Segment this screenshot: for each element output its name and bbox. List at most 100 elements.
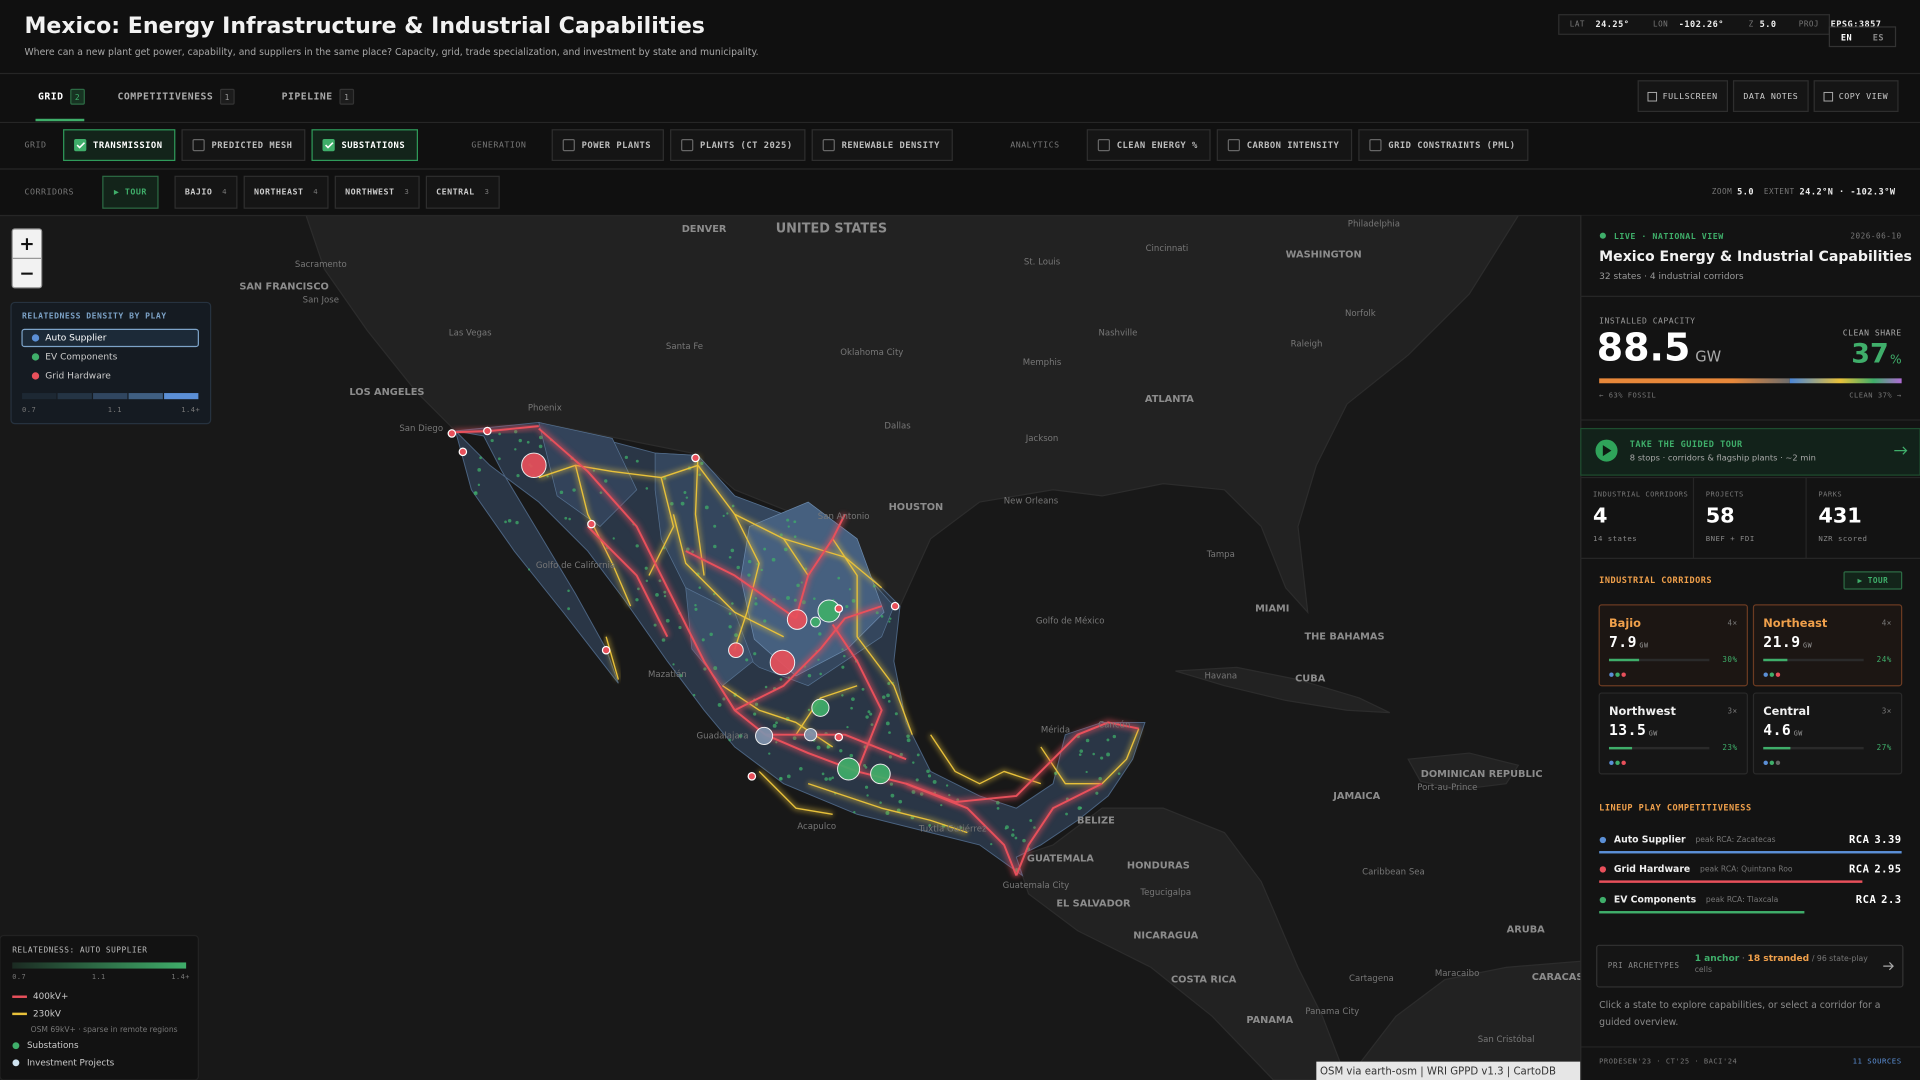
action-button[interactable] bbox=[1732, 80, 1809, 113]
action-button[interactable] bbox=[1637, 80, 1729, 113]
investment-point bbox=[458, 447, 468, 457]
corridor-chip[interactable] bbox=[334, 175, 420, 209]
corridor-card[interactable] bbox=[1752, 692, 1903, 775]
language-option[interactable]: EN bbox=[1841, 33, 1852, 43]
map-label: Havana bbox=[1204, 671, 1237, 681]
substation bbox=[663, 594, 667, 598]
corridor-card[interactable] bbox=[1598, 604, 1748, 687]
substation bbox=[1033, 826, 1036, 829]
project-marker[interactable] bbox=[521, 452, 547, 479]
zoom-in[interactable]: + bbox=[19, 234, 34, 255]
substation bbox=[890, 793, 895, 798]
corridor-capacity: 4.6 bbox=[1763, 722, 1791, 739]
arrow-icon bbox=[1883, 962, 1894, 971]
transmission-line bbox=[794, 513, 846, 619]
transmission-line bbox=[587, 525, 669, 638]
legend-item: Investment Projects bbox=[27, 1058, 115, 1068]
map-label: Phoenix bbox=[528, 403, 562, 413]
tab[interactable]: PIPELINE bbox=[282, 92, 333, 103]
corridor-chip[interactable] bbox=[243, 175, 329, 209]
play-dot bbox=[1621, 760, 1626, 766]
stat-label: INDUSTRIAL CORRIDORS bbox=[1593, 490, 1688, 499]
checkmark bbox=[76, 142, 86, 149]
legend-play[interactable]: EV Components bbox=[45, 352, 117, 362]
tour-button[interactable] bbox=[1843, 571, 1903, 590]
share-track bbox=[1763, 746, 1864, 750]
tour-card[interactable] bbox=[1580, 427, 1920, 476]
zoom-out[interactable]: − bbox=[19, 263, 34, 284]
substation bbox=[763, 619, 767, 623]
project-marker[interactable] bbox=[769, 649, 796, 676]
share-bar bbox=[1763, 658, 1788, 662]
legend-gradient bbox=[12, 962, 187, 969]
substation bbox=[779, 677, 783, 681]
corridor-card[interactable] bbox=[1598, 692, 1748, 775]
coord-label: Z bbox=[1749, 19, 1754, 28]
language-option[interactable]: ES bbox=[1873, 33, 1884, 43]
project-marker[interactable] bbox=[804, 728, 818, 742]
substation bbox=[911, 790, 916, 794]
project-marker[interactable] bbox=[837, 757, 861, 781]
substation bbox=[796, 583, 800, 588]
project-marker[interactable] bbox=[810, 616, 821, 628]
substation bbox=[644, 566, 648, 570]
corridor-capacity: 7.9 bbox=[1609, 634, 1637, 651]
map-label: ARUBA bbox=[1507, 924, 1545, 935]
project-marker[interactable] bbox=[755, 726, 774, 745]
substation bbox=[885, 721, 890, 726]
tour-button[interactable] bbox=[102, 175, 159, 209]
page-title: Mexico: Energy Infrastructure & Industri… bbox=[24, 14, 704, 39]
substation bbox=[670, 502, 674, 506]
layer-toggle[interactable] bbox=[1358, 129, 1529, 162]
legend-play[interactable]: Grid Hardware bbox=[45, 371, 111, 381]
corridor-card[interactable] bbox=[1752, 604, 1903, 687]
layer-toggle[interactable] bbox=[181, 129, 306, 162]
map-label: Jackson bbox=[1025, 434, 1059, 444]
tab-badge bbox=[339, 88, 355, 105]
archetype-box[interactable] bbox=[1596, 944, 1904, 988]
checkbox bbox=[1369, 138, 1382, 152]
layer-toggle[interactable] bbox=[1086, 129, 1211, 162]
layer-toggle[interactable] bbox=[811, 129, 953, 162]
project-marker[interactable] bbox=[786, 609, 808, 630]
map-label: San Diego bbox=[399, 424, 443, 434]
substation bbox=[932, 779, 937, 784]
corridor-chip[interactable] bbox=[425, 175, 500, 209]
share-track bbox=[1608, 658, 1710, 662]
substation bbox=[867, 710, 871, 714]
substation bbox=[818, 632, 822, 636]
map-label: Dallas bbox=[884, 422, 911, 432]
footer-sources: PRODESEN'23 · CT'25 · BACI'24 bbox=[1599, 1057, 1737, 1066]
tab[interactable]: COMPETITIVENESS bbox=[118, 92, 214, 103]
substation bbox=[821, 772, 825, 776]
project-marker[interactable] bbox=[728, 642, 744, 659]
archetype-label: PRI ARCHETYPES bbox=[1608, 961, 1680, 970]
substation bbox=[728, 625, 732, 629]
legend-tick: 1.1 bbox=[92, 973, 106, 981]
project-marker[interactable] bbox=[870, 763, 891, 785]
action-button[interactable] bbox=[1813, 80, 1899, 113]
map-label: Maracaibo bbox=[1435, 969, 1479, 979]
map-label: Sacramento bbox=[295, 260, 347, 270]
share-label: 23% bbox=[1722, 743, 1737, 752]
map-label: Tuxtla Gutiérrez bbox=[918, 823, 987, 834]
corridor-capacity: 13.5 bbox=[1609, 722, 1646, 739]
play-swatch bbox=[1599, 836, 1607, 844]
substation bbox=[564, 516, 568, 520]
footer-link[interactable]: 11 SOURCES bbox=[1853, 1057, 1902, 1066]
substation bbox=[1029, 819, 1033, 822]
legend-play[interactable]: Auto Supplier bbox=[45, 333, 106, 343]
investment-point bbox=[834, 604, 844, 613]
map-label: Santa Fe bbox=[666, 342, 703, 352]
corridor-chip[interactable] bbox=[174, 175, 238, 209]
substation bbox=[764, 685, 768, 689]
project-marker[interactable] bbox=[811, 698, 830, 717]
corridor-chip-count: 4 bbox=[222, 187, 227, 196]
tab[interactable]: GRID bbox=[38, 92, 64, 103]
layer-toggle[interactable] bbox=[551, 129, 664, 162]
substation bbox=[1014, 836, 1018, 840]
investment-point bbox=[601, 645, 611, 655]
zoom-label: ZOOM bbox=[1712, 187, 1733, 196]
transmission-line bbox=[905, 721, 1139, 804]
checkbox bbox=[1097, 138, 1110, 152]
